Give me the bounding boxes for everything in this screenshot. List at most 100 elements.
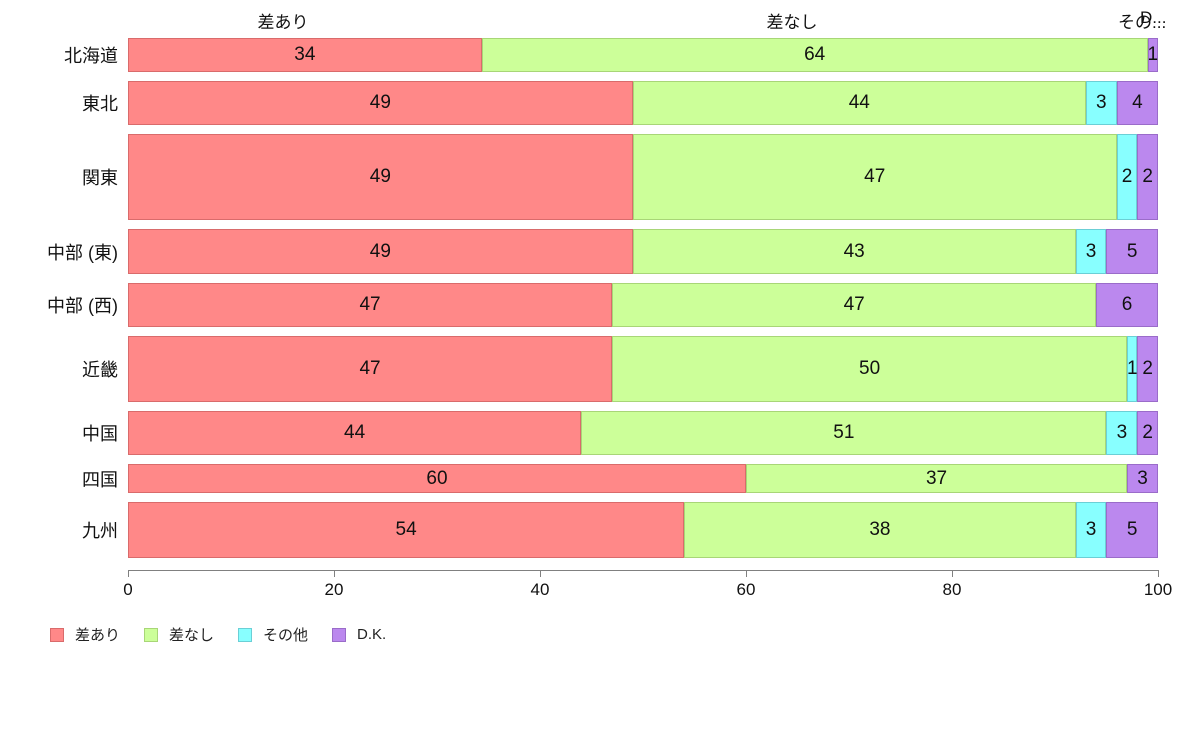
segment-value-label: 49: [369, 240, 391, 262]
axis-tick: [540, 570, 541, 577]
bar-row: 九州 54 38 3 5: [82, 502, 1158, 558]
plot-area: 北海道 34 64 1 東北 49 44 3 4 関東 49 47 2 2 中部 (東) 49 43 3 5 中部 (…: [47, 38, 1159, 560]
segment-value-label: 37: [925, 467, 948, 489]
bar-segment-sa-ari: 49: [128, 134, 633, 220]
legend-item: D.K.: [332, 626, 386, 643]
bar-segment-dk: 3: [1127, 464, 1158, 493]
segment-value-label: 43: [843, 240, 865, 262]
segment-value-label: 44: [344, 422, 366, 443]
segment-value-label: 49: [369, 166, 391, 187]
category-label: 中国: [82, 424, 118, 444]
segment-value-label: 2: [1142, 422, 1153, 443]
segment-value-label: 64: [804, 44, 826, 65]
category-label: 近畿: [82, 360, 118, 380]
category-label: 関東: [82, 168, 118, 188]
bar-segment-sa-nashi: 37: [746, 464, 1128, 493]
legend-swatch: [144, 627, 159, 642]
bar-segment-dk: 1: [1147, 38, 1159, 72]
bar-segment-dk: 2: [1137, 134, 1158, 220]
category-label: 中部 (西): [47, 296, 118, 316]
axis-tick-label: 100: [1143, 580, 1173, 599]
category-label: 九州: [82, 521, 118, 541]
axis-tick-label: 20: [324, 580, 344, 599]
segment-value-label: 51: [833, 422, 855, 443]
bar-segment-dk: 2: [1137, 411, 1158, 455]
legend: 差あり 差なし その他 D.K.: [50, 624, 386, 645]
bar-segment-sa-ari: 34: [128, 38, 482, 72]
category-label: 四国: [82, 469, 118, 490]
segment-value-label: 47: [359, 294, 381, 315]
bar-row: 中国 44 51 3 2: [82, 411, 1158, 455]
bar-segment-sonota: 3: [1075, 229, 1107, 274]
segment-value-label: 6: [1121, 294, 1133, 315]
legend-label: 差あり: [75, 627, 121, 644]
bar-segment-sonota: 2: [1116, 134, 1138, 220]
segment-value-label: 38: [869, 519, 891, 540]
segment-value-label: 3: [1085, 240, 1097, 262]
legend-label: その他: [263, 627, 309, 644]
bar-segment-sa-nashi: 47: [612, 283, 1097, 327]
segment-value-label: 60: [426, 467, 448, 489]
bar-segment-sa-nashi: 64: [481, 38, 1148, 72]
bar-segment-sa-nashi: 43: [632, 229, 1076, 274]
bar-segment-sa-nashi: 50: [612, 336, 1128, 402]
segment-value-label: 47: [843, 294, 865, 315]
segment-value-label: 5: [1126, 519, 1138, 540]
segment-value-label: 5: [1126, 240, 1138, 262]
bar-segment-sa-ari: 60: [128, 464, 746, 493]
bar-segment-sa-nashi: 51: [581, 411, 1107, 455]
bar-row: 北海道 34 64 1: [64, 38, 1159, 72]
legend-label: 差なし: [169, 627, 215, 644]
category-label: 中部 (東): [47, 242, 118, 263]
segment-value-label: 3: [1085, 519, 1097, 540]
bar-segment-dk: 4: [1116, 81, 1158, 125]
series-headers: 差あり 差なし その... D...: [128, 8, 1180, 32]
legend-item: 差あり: [50, 624, 120, 645]
axis-tick: [1158, 570, 1159, 577]
axis-tick: [746, 570, 747, 577]
bar-segment-sa-ari: 49: [128, 81, 633, 125]
bar-segment-sa-nashi: 38: [684, 502, 1076, 558]
axis-tick-label: 80: [942, 580, 962, 599]
legend-item: その他: [238, 624, 308, 645]
segment-value-label: 2: [1121, 166, 1133, 187]
series-header-label: その...: [1118, 13, 1167, 32]
legend-item: 差なし: [144, 624, 214, 645]
bar-segment-sa-nashi: 44: [632, 81, 1086, 125]
bar-row: 四国 60 37 3: [82, 464, 1158, 493]
legend-label: D.K.: [357, 626, 387, 643]
bar-segment-dk: 5: [1106, 502, 1158, 558]
series-header-label: 差あり: [257, 13, 309, 32]
bar-segment-sonota: 3: [1075, 502, 1107, 558]
axis-tick-label: 0: [123, 580, 133, 599]
bar-row: 中部 (東) 49 43 3 5: [47, 229, 1158, 274]
axis-tick-label: 60: [736, 580, 756, 599]
bar-segment-sa-nashi: 47: [632, 134, 1117, 220]
segment-value-label: 1: [1147, 44, 1159, 65]
bar-segment-sa-ari: 47: [128, 283, 613, 327]
bar-row: 中部 (西) 47 47 6: [47, 283, 1158, 327]
segment-value-label: 2: [1142, 166, 1153, 187]
category-label: 北海道: [64, 46, 118, 66]
axis-tick-label: 40: [530, 580, 550, 599]
bar-segment-dk: 2: [1137, 336, 1158, 402]
legend-swatch: [238, 627, 253, 642]
bar-segment-sa-ari: 49: [128, 229, 633, 274]
bar-segment-sa-ari: 44: [128, 411, 582, 455]
segment-value-label: 3: [1137, 467, 1148, 489]
segment-value-label: 44: [848, 92, 870, 113]
segment-value-label: 3: [1096, 92, 1107, 113]
bar-segment-sonota: 3: [1106, 411, 1138, 455]
axis-tick: [128, 570, 129, 577]
segment-value-label: 3: [1116, 422, 1128, 443]
bar-row: 近畿 47 50 1 2: [82, 336, 1158, 402]
segment-value-label: 47: [359, 358, 381, 379]
bar-segment-sonota: 1: [1127, 336, 1138, 402]
segment-value-label: 50: [859, 358, 881, 379]
x-axis: 0 20 40 60 80 100: [123, 570, 1172, 610]
category-label: 東北: [82, 94, 118, 114]
segment-value-label: 49: [369, 92, 391, 113]
bar-segment-dk: 5: [1106, 229, 1158, 274]
segment-value-label: 47: [864, 166, 886, 187]
bar-row: 東北 49 44 3 4: [82, 81, 1158, 125]
